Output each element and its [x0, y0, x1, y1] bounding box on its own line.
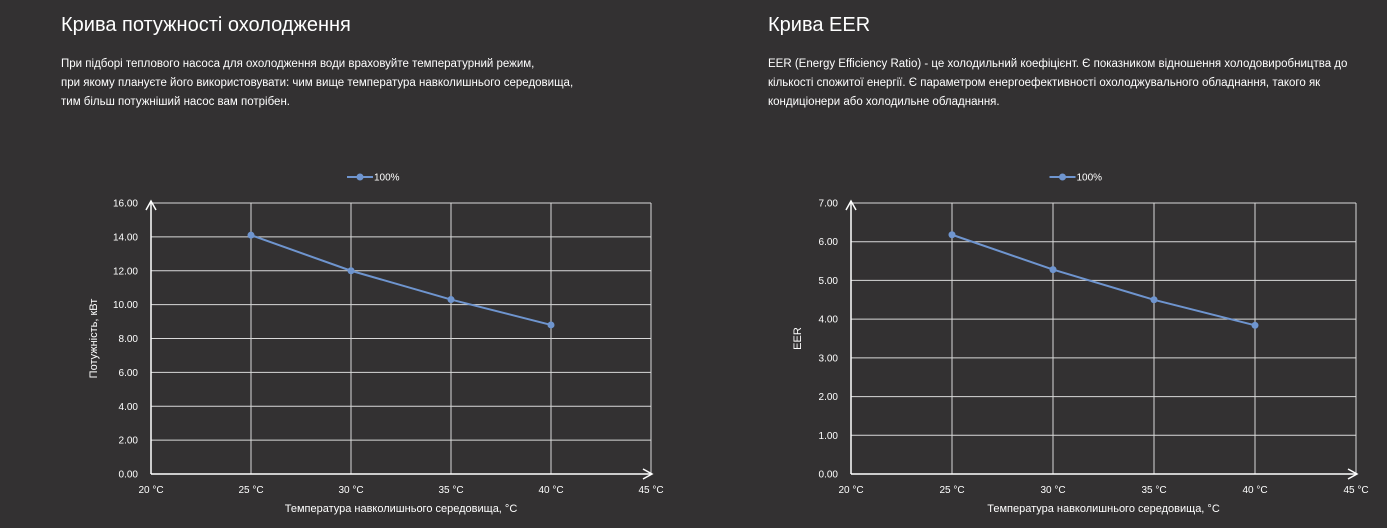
x-axis-arrow: [1347, 468, 1359, 480]
data-point: [547, 321, 555, 329]
y-tick-label: 0.00: [119, 470, 139, 481]
legend-marker: [1059, 173, 1066, 181]
x-axis-title: Температура навколишнього середовища, °C: [285, 503, 518, 515]
y-tick-label: 10.00: [113, 300, 138, 311]
panel-title: Крива потужності охолодження: [61, 14, 351, 36]
x-tick-label: 25 °C: [238, 485, 263, 496]
series-line: [250, 234, 552, 326]
y-tick-label: 3.00: [819, 353, 839, 364]
description-line: При підборі теплового насоса для охолодж…: [61, 58, 535, 70]
x-tick-label: 45 °C: [1343, 485, 1368, 496]
y-axis-arrow: [845, 199, 857, 211]
y-tick-label: 5.00: [819, 276, 839, 287]
x-axis-title: Температура навколишнього середовища, °C: [987, 503, 1220, 515]
data-point: [447, 296, 455, 304]
x-tick-label: 45 °C: [638, 485, 663, 496]
x-axis-arrow: [642, 468, 654, 480]
y-tick-label: 12.00: [113, 266, 138, 277]
x-tick-label: 20 °C: [838, 485, 863, 496]
data-point: [948, 231, 956, 239]
y-tick-label: 14.00: [113, 232, 138, 243]
y-tick-label: 6.00: [119, 368, 139, 379]
data-point: [1049, 266, 1057, 274]
x-tick-label: 30 °C: [1040, 485, 1065, 496]
y-axis-title: Потужність, кВт: [88, 299, 100, 379]
y-axis-title: EER: [792, 327, 804, 350]
description-line: кондиціонери або холодильне обладнання.: [768, 96, 1000, 108]
legend-marker: [356, 173, 364, 181]
legend-label: 100%: [1077, 173, 1103, 184]
panel-title: Крива EER: [768, 14, 871, 36]
x-tick-label: 35 °C: [1141, 485, 1166, 496]
y-tick-label: 8.00: [119, 334, 139, 345]
y-tick-label: 1.00: [819, 431, 839, 442]
y-tick-label: 16.00: [113, 199, 138, 210]
x-tick-label: 25 °C: [939, 485, 964, 496]
y-tick-label: 2.00: [819, 392, 839, 403]
x-tick-label: 40 °C: [1242, 485, 1267, 496]
legend-label: 100%: [374, 173, 400, 184]
series-line: [951, 233, 1256, 327]
description-line: EER (Energy Efficiency Ratio) - це холод…: [768, 58, 1348, 70]
description-line: кількості спожитої енергії. Є параметром…: [768, 77, 1321, 89]
y-tick-label: 2.00: [119, 436, 139, 447]
y-tick-label: 4.00: [119, 402, 139, 413]
data-point: [247, 231, 255, 239]
y-tick-label: 4.00: [819, 315, 839, 326]
data-point: [347, 267, 355, 275]
x-tick-label: 40 °C: [538, 485, 563, 496]
x-tick-label: 30 °C: [338, 485, 363, 496]
y-tick-label: 7.00: [819, 199, 839, 210]
description-line: тим більш потужніший насос вам потрібен.: [61, 96, 291, 108]
cooling-capacity-panel: Крива потужності охолодження При підборі…: [61, 0, 701, 528]
panel-description: EER (Energy Efficiency Ratio) - це холод…: [768, 55, 1368, 112]
panel-description: При підборі теплового насоса для охолодж…: [61, 55, 621, 112]
y-tick-label: 6.00: [819, 237, 839, 248]
eer-panel: Крива EER EER (Energy Efficiency Ratio) …: [768, 0, 1368, 528]
x-tick-label: 20 °C: [138, 485, 163, 496]
y-tick-label: 0.00: [819, 470, 839, 481]
y-axis-arrow: [145, 199, 157, 211]
data-point: [1251, 321, 1259, 329]
x-tick-label: 35 °C: [438, 485, 463, 496]
data-point: [1150, 296, 1158, 304]
description-line: при якому плануєте його використовувати:…: [61, 77, 574, 89]
